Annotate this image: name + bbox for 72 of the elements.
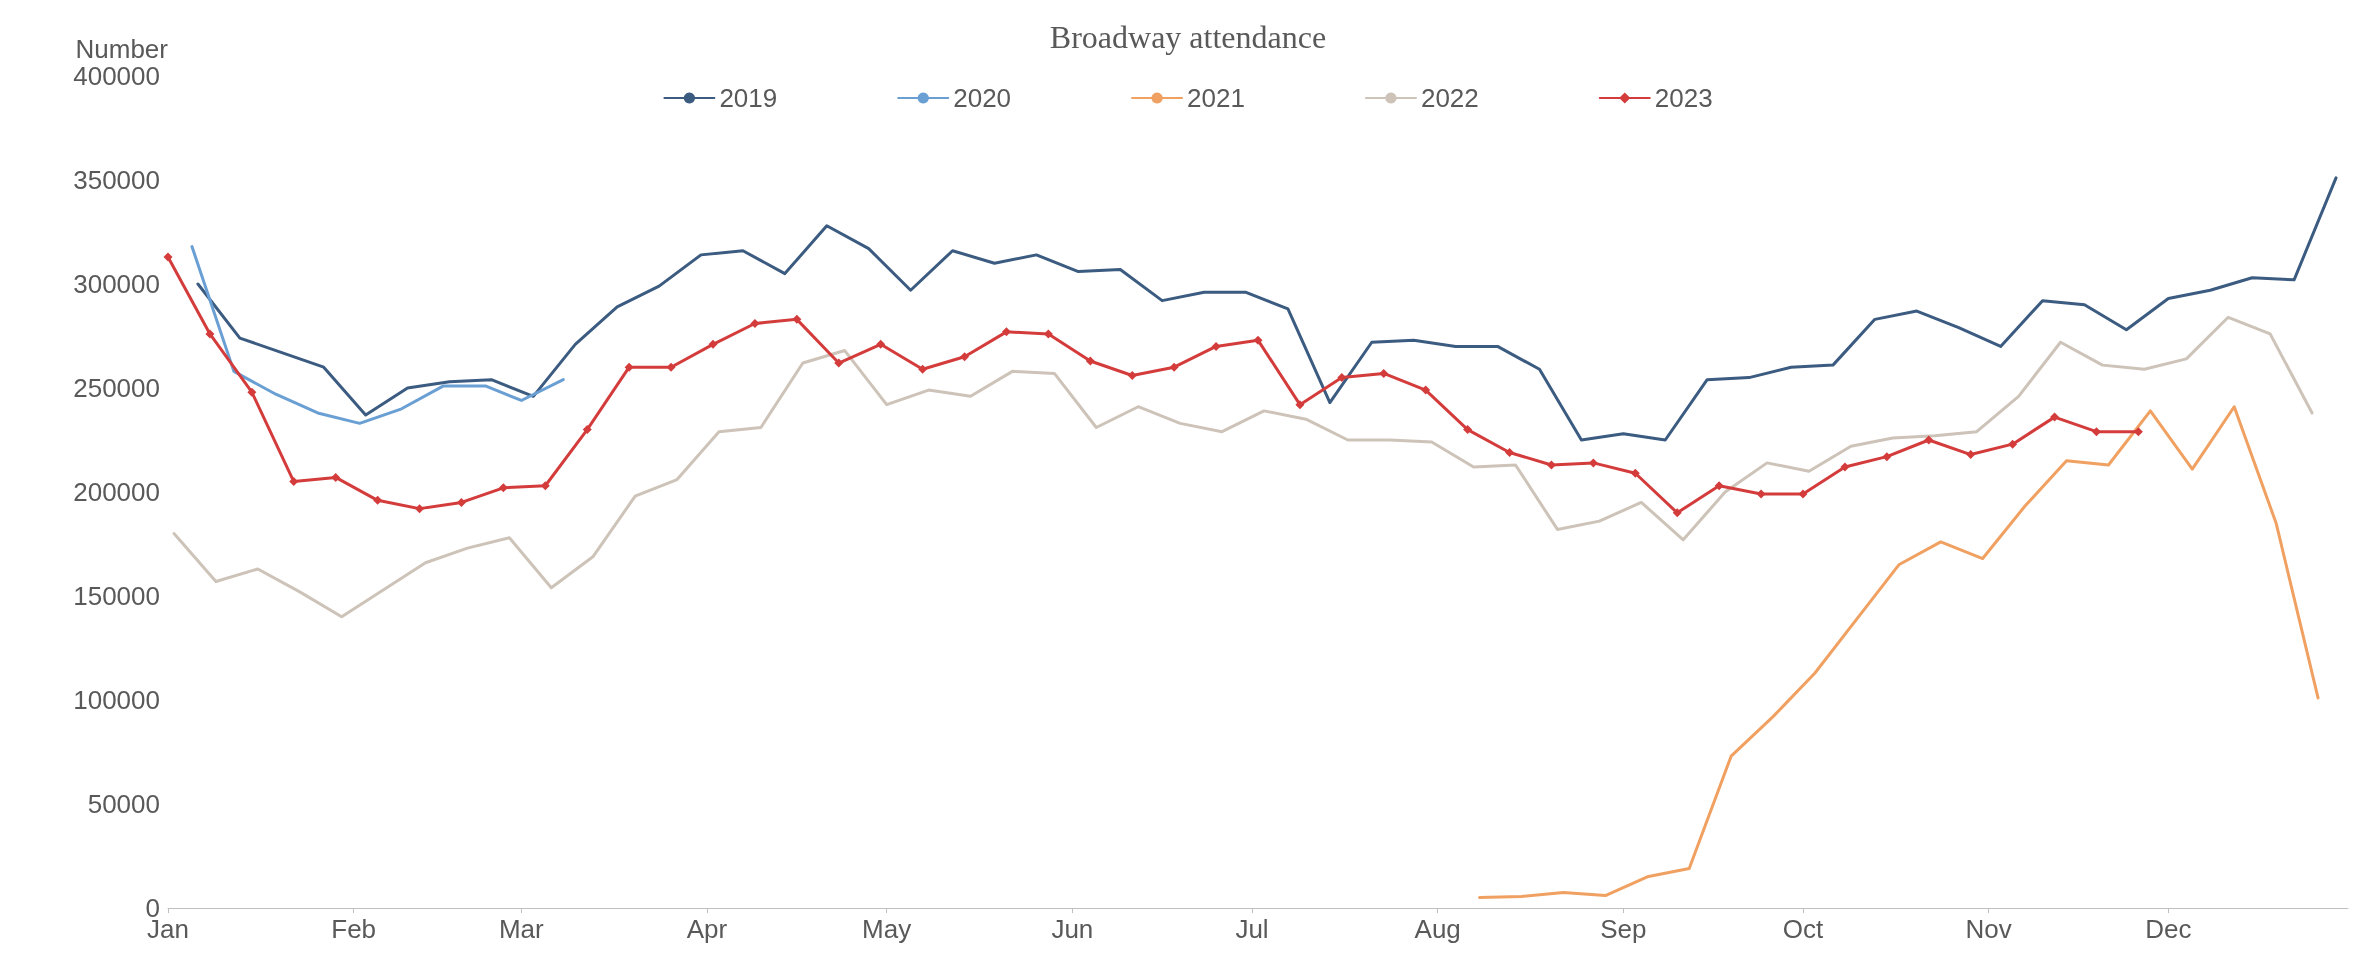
point <box>1505 447 1515 457</box>
point <box>498 483 508 493</box>
point <box>1253 335 1263 345</box>
point <box>2091 427 2101 437</box>
point <box>834 358 844 368</box>
legend-label: 2021 <box>1187 83 1245 113</box>
x-tick-label: Mar <box>498 914 545 944</box>
point <box>666 362 676 372</box>
point <box>1169 362 1179 372</box>
point <box>1672 508 1682 518</box>
point <box>456 497 466 507</box>
point <box>247 387 257 397</box>
x-tick-label: Oct <box>1782 914 1824 944</box>
point <box>289 477 299 487</box>
x-tick-label: Jul <box>1235 914 1269 944</box>
point <box>1756 489 1766 499</box>
legend-label: 2022 <box>1420 83 1479 113</box>
point <box>1379 368 1389 378</box>
point <box>1085 356 1095 366</box>
x-tick-label: Feb <box>331 914 377 944</box>
line-series <box>1478 405 2320 900</box>
legend-label: 2023 <box>1654 83 1713 113</box>
point <box>1127 371 1137 381</box>
y-tick-label: 100000 <box>73 685 160 715</box>
point <box>1798 489 1808 499</box>
y-tick-label: 200000 <box>73 477 160 507</box>
y-tick-label: 50000 <box>87 789 160 819</box>
x-tick-label: May <box>862 914 912 944</box>
y-tick-label: 350000 <box>73 165 160 195</box>
point <box>1421 385 1431 395</box>
x-tick-label: Jun <box>1051 914 1094 944</box>
x-tick-label: Sep <box>1600 914 1647 944</box>
legend-label: 2020 <box>953 83 1012 113</box>
y-tick-label: 150000 <box>73 581 160 611</box>
point <box>1211 341 1221 351</box>
point <box>1463 425 1473 435</box>
y-axis-title: Number <box>75 34 169 64</box>
point <box>624 362 634 372</box>
point <box>415 504 425 514</box>
y-tick-label: 250000 <box>73 373 160 403</box>
point <box>1295 400 1305 410</box>
point <box>540 481 550 491</box>
point <box>1924 435 1934 445</box>
point <box>1840 462 1850 472</box>
point <box>2008 439 2018 449</box>
point <box>1546 460 1556 470</box>
point <box>876 339 886 349</box>
legend-label: 2019 <box>719 83 778 113</box>
point <box>1001 327 1011 337</box>
x-tick-label: Apr <box>686 914 728 944</box>
chart-title: Broadway attendance <box>1049 19 1327 55</box>
point <box>960 352 970 362</box>
y-tick-label: 400000 <box>73 61 160 91</box>
point <box>750 319 760 329</box>
point <box>163 252 173 262</box>
point <box>1630 468 1640 478</box>
point <box>1966 450 1976 460</box>
x-tick-label: Dec <box>2145 914 2192 944</box>
point <box>1337 373 1347 383</box>
x-tick-label: Nov <box>1965 914 2012 944</box>
point <box>2050 412 2060 422</box>
point <box>918 364 928 374</box>
x-tick-label: Aug <box>1414 914 1461 944</box>
point <box>1714 481 1724 491</box>
point <box>373 495 383 505</box>
point <box>792 314 802 324</box>
point <box>205 329 215 339</box>
point <box>1882 452 1892 462</box>
point <box>331 472 341 482</box>
y-tick-label: 300000 <box>73 269 160 299</box>
point <box>708 339 718 349</box>
point <box>582 425 592 435</box>
